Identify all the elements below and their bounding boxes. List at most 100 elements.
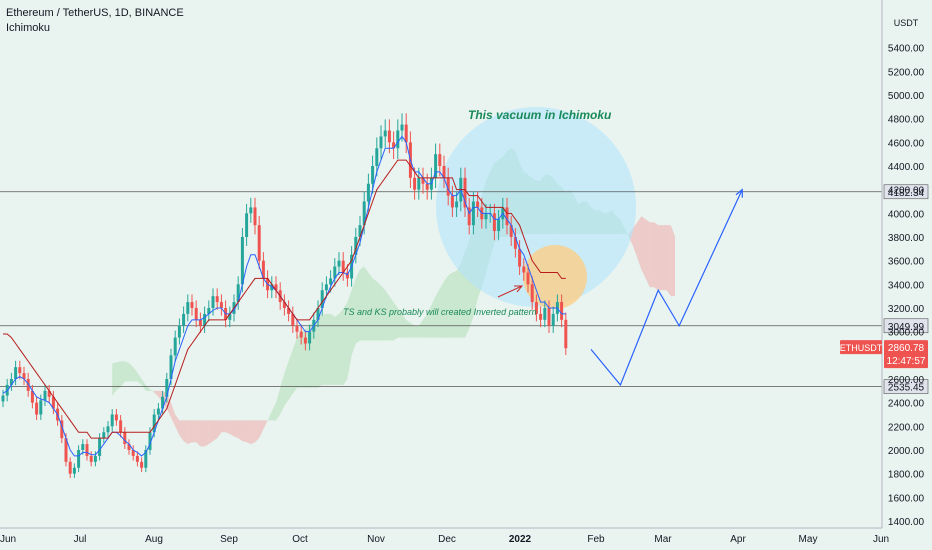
cloud-segment xyxy=(381,285,386,341)
candle-body xyxy=(35,402,39,415)
cloud-segment xyxy=(351,278,356,356)
cloud-segment xyxy=(271,402,276,421)
y-tick-label: 1600.00 xyxy=(888,493,925,504)
cloud-segment xyxy=(183,420,188,445)
cloud-segment xyxy=(150,389,155,393)
cloud-segment xyxy=(288,349,293,400)
cloud-segment xyxy=(196,420,201,447)
candle-body xyxy=(240,237,244,285)
indicator-label[interactable]: Ichimoku xyxy=(6,22,51,34)
candle-body xyxy=(291,313,295,326)
candle-body xyxy=(182,313,186,326)
cloud-segment xyxy=(284,361,289,406)
candle-body xyxy=(148,432,152,450)
candle-body xyxy=(387,130,391,143)
symbol-title[interactable]: Ethereum / TetherUS, 1D, BINANCE xyxy=(6,7,184,19)
cloud-segment xyxy=(263,420,268,430)
cloud-segment xyxy=(456,263,461,338)
y-tick-label: 1400.00 xyxy=(888,517,925,528)
candle-body xyxy=(492,213,496,232)
cloud-segment xyxy=(124,361,129,382)
cloud-segment xyxy=(347,290,352,379)
cloud-segment xyxy=(439,281,444,338)
cloud-segment xyxy=(393,302,398,341)
x-tick-label: Jul xyxy=(74,534,87,545)
candle-body xyxy=(93,455,97,462)
candle-body xyxy=(442,166,446,178)
cloud-segment xyxy=(234,420,239,439)
candle-body xyxy=(98,438,102,456)
candle-body xyxy=(299,331,303,338)
candle-body xyxy=(119,420,123,433)
x-tick-label: Sep xyxy=(220,534,238,545)
y-tick-label: 4600.00 xyxy=(888,138,925,149)
candle-body xyxy=(539,313,543,320)
candle-body xyxy=(329,278,333,285)
cloud-segment xyxy=(213,420,218,442)
candle-body xyxy=(526,272,530,285)
candle-body xyxy=(324,284,328,291)
candle-body xyxy=(68,461,72,474)
cloud-segment xyxy=(360,266,365,341)
candle-body xyxy=(1,395,5,402)
candle-body xyxy=(177,325,181,338)
candle-body xyxy=(18,367,22,374)
cloud-segment xyxy=(385,290,390,341)
candle-body xyxy=(26,379,30,391)
cloud-segment xyxy=(280,373,285,415)
candle-body xyxy=(358,225,362,237)
candle-body xyxy=(131,450,135,456)
pattern-arrowhead xyxy=(514,285,524,293)
candle-body xyxy=(22,373,26,379)
candle-body xyxy=(333,266,337,279)
candle-body xyxy=(47,390,51,397)
cloud-segment xyxy=(641,216,646,279)
cloud-segment xyxy=(427,305,432,338)
y-tick-label: 2400.00 xyxy=(888,399,925,410)
cloud-segment xyxy=(120,361,125,388)
symbol-tag-bg xyxy=(840,340,882,355)
candle-body xyxy=(551,313,555,326)
countdown-label: 12:47:57 xyxy=(887,356,926,367)
candle-body xyxy=(140,461,144,468)
vacuum-circle xyxy=(436,107,636,307)
cloud-segment xyxy=(645,219,650,288)
y-tick-label: 2000.00 xyxy=(888,446,925,457)
cloud-segment xyxy=(448,272,453,338)
cloud-segment xyxy=(364,266,369,341)
x-tick-label: Mar xyxy=(654,534,672,545)
chart-header: Ethereum / TetherUS, 1D, BINANCE Ichimok… xyxy=(6,6,184,36)
cloud-segment xyxy=(292,337,297,394)
candle-body xyxy=(471,201,475,226)
cloud-segment xyxy=(297,331,302,388)
candle-body xyxy=(513,237,517,249)
cloud-segment xyxy=(355,269,360,344)
candle-body xyxy=(354,237,358,255)
level-tag-label: 2535.45 xyxy=(888,383,925,394)
cloud-segment xyxy=(318,315,323,388)
candle-body xyxy=(257,225,261,261)
cloud-segment xyxy=(225,420,230,435)
cloud-segment xyxy=(238,420,243,442)
y-tick-label: 5400.00 xyxy=(888,44,925,55)
cloud-segment xyxy=(431,296,436,338)
candle-body xyxy=(60,420,64,439)
candle-body xyxy=(249,207,253,214)
candle-body xyxy=(228,313,232,320)
cloud-segment xyxy=(666,225,671,297)
cloud-segment xyxy=(662,225,667,291)
candle-body xyxy=(169,355,173,379)
cloud-segment xyxy=(313,316,318,388)
current-price-tag-bg xyxy=(884,340,928,369)
cloud-segment xyxy=(414,325,419,338)
candle-body xyxy=(106,426,110,433)
cloud-segment xyxy=(322,313,327,385)
y-tick-label: 2600.00 xyxy=(888,375,925,386)
candle-body xyxy=(417,177,421,190)
candle-body xyxy=(282,302,286,308)
cloud-segment xyxy=(670,225,675,297)
x-tick-label: Aug xyxy=(145,534,163,545)
cloud-segment xyxy=(654,222,659,291)
